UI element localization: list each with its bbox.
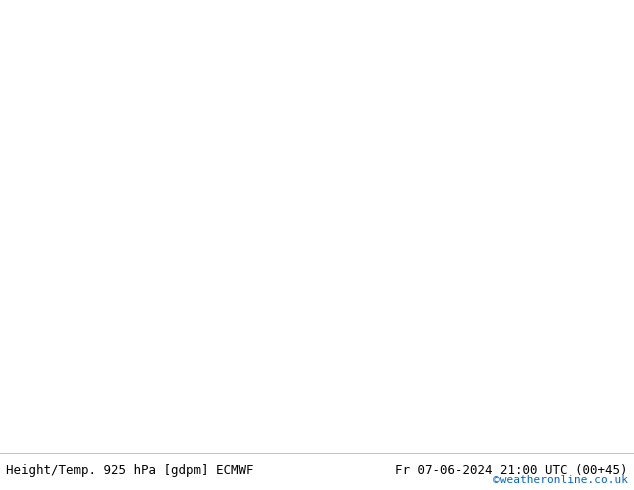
Text: Height/Temp. 925 hPa [gdpm] ECMWF: Height/Temp. 925 hPa [gdpm] ECMWF: [6, 464, 254, 477]
Text: Fr 07-06-2024 21:00 UTC (00+45): Fr 07-06-2024 21:00 UTC (00+45): [395, 464, 628, 477]
Text: ©weatheronline.co.uk: ©weatheronline.co.uk: [493, 475, 628, 485]
